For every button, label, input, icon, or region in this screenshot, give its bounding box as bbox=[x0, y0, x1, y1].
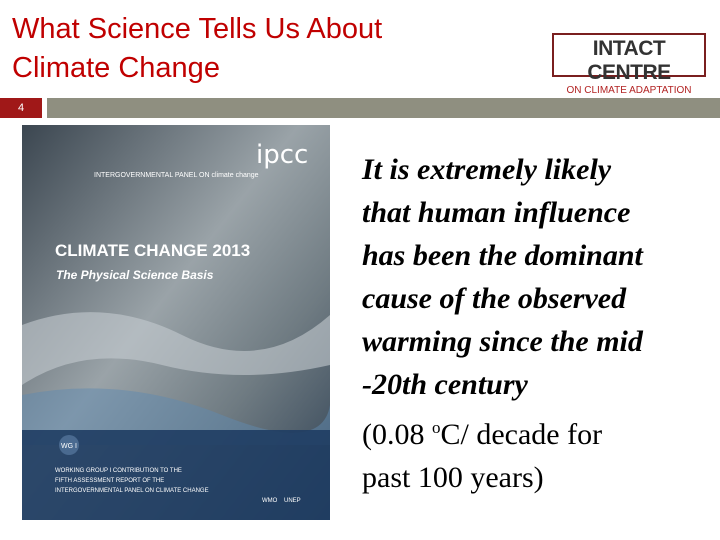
cover-footer-line: INTERGOVERNMENTAL PANEL ON CLIMATE CHANG… bbox=[55, 488, 209, 494]
logo: INTACT CENTRE ON CLIMATE ADAPTATION bbox=[552, 33, 706, 96]
cover-org: INTERGOVERNMENTAL PANEL ON climate chang… bbox=[94, 172, 259, 179]
slide-number: 4 bbox=[0, 98, 42, 118]
statement-line: warming since the mid bbox=[362, 325, 643, 358]
note-superscript: o bbox=[432, 418, 441, 437]
statement-line: has been the dominant bbox=[362, 239, 643, 272]
ice-texture bbox=[22, 312, 330, 385]
title-line: What Science Tells Us About bbox=[12, 13, 383, 45]
badge bbox=[59, 435, 79, 455]
cover-title: CLIMATE CHANGE 2013 bbox=[55, 241, 250, 260]
cover-logo: UNEP bbox=[284, 498, 301, 504]
note-line: past 100 years) bbox=[362, 461, 544, 494]
cover-footer-line: FIFTH ASSESSMENT REPORT OF THE bbox=[55, 478, 164, 484]
note-line: (0.08 oC/ decade for bbox=[362, 406, 643, 456]
report-cover: ipcc INTERGOVERNMENTAL PANEL ON climate … bbox=[22, 125, 330, 520]
statement-line: It is extremely likely bbox=[362, 153, 612, 186]
cover-brand: ipcc bbox=[256, 140, 308, 170]
statement-line: cause of the observed bbox=[362, 282, 627, 315]
cover-footer-line: WORKING GROUP I CONTRIBUTION TO THE bbox=[55, 468, 182, 474]
note-prefix: (0.08 bbox=[362, 418, 432, 451]
logo-tagline: ON CLIMATE ADAPTATION bbox=[566, 85, 692, 96]
logo-name: INTACT CENTRE bbox=[587, 37, 671, 84]
body-text: It is extremely likely that human influe… bbox=[362, 148, 643, 499]
header-bar bbox=[47, 98, 720, 118]
cover-subtitle: The Physical Science Basis bbox=[56, 268, 214, 282]
note-suffix: C/ decade for bbox=[440, 418, 603, 451]
slide-title: What Science Tells Us About Climate Chan… bbox=[12, 10, 382, 88]
statement-line: that human influence bbox=[362, 196, 631, 229]
cover-logo: WMO bbox=[262, 498, 278, 504]
cover-badge: WG I bbox=[61, 443, 77, 450]
statement-line: -20th century bbox=[362, 368, 528, 401]
title-line: Climate Change bbox=[12, 52, 220, 84]
